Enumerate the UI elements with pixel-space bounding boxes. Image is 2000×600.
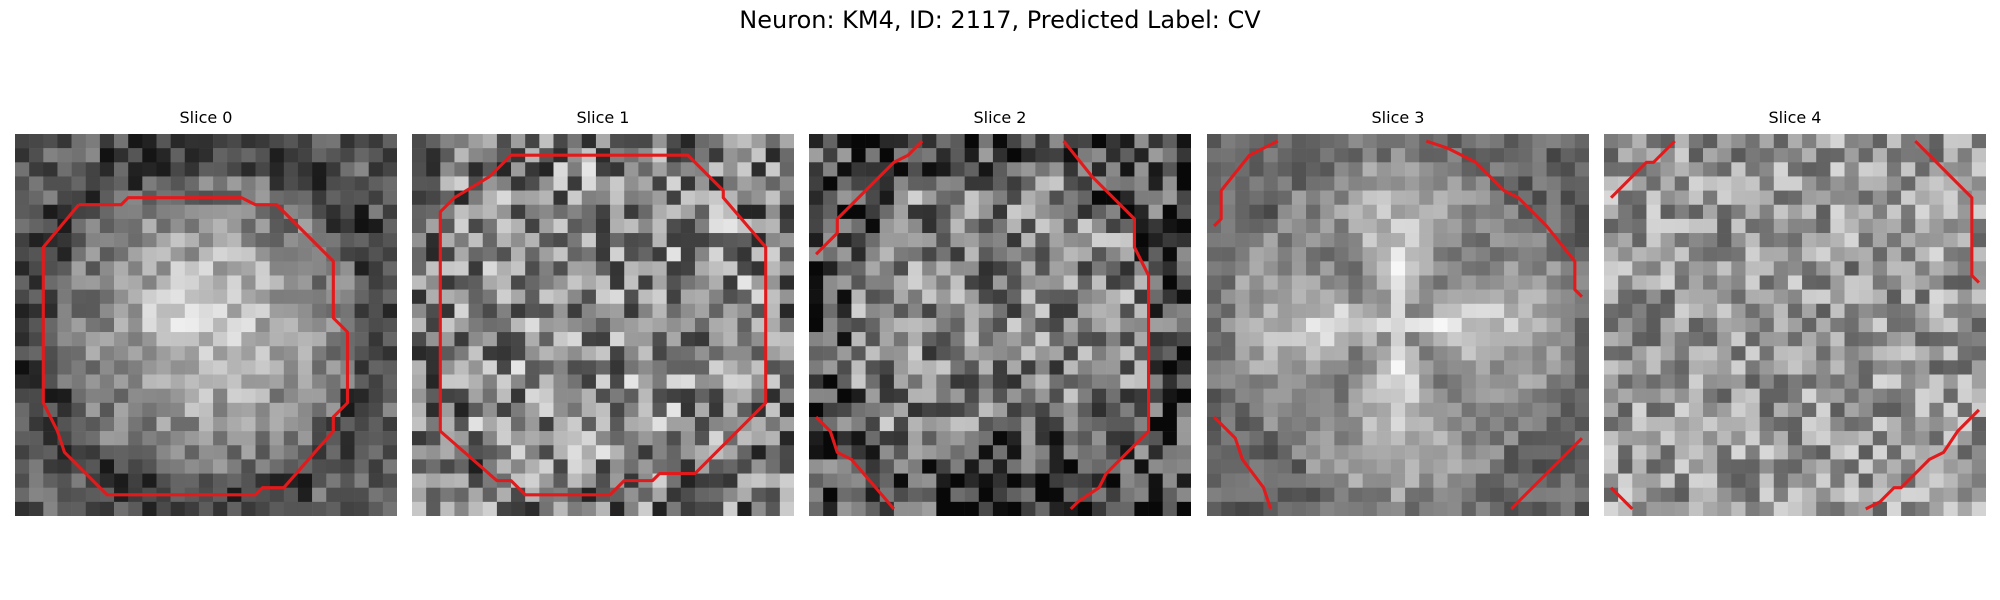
slice-panel-2: Slice 2	[809, 108, 1191, 520]
slice-image-3	[1207, 134, 1589, 516]
slice-title-3: Slice 3	[1371, 108, 1425, 127]
slice-panel-3: Slice 3	[1207, 108, 1589, 520]
slice-image-2	[809, 134, 1191, 516]
slice-panel-0: Slice 0	[15, 108, 397, 520]
slice-image-4	[1604, 134, 1986, 516]
contour-line-3-2	[1212, 415, 1273, 510]
slice-panel-4: Slice 4	[1604, 108, 1986, 520]
slice-panel-1: Slice 1	[412, 108, 794, 520]
contour-line-3-0	[1212, 139, 1279, 228]
slice-title-4: Slice 4	[1768, 108, 1822, 127]
figure-title: Neuron: KM4, ID: 2117, Predicted Label: …	[739, 6, 1261, 34]
slice-title-0: Slice 0	[179, 108, 233, 127]
slice-title-1: Slice 1	[576, 108, 630, 127]
slice-image-0	[15, 134, 397, 516]
contour-line-2-1	[1062, 140, 1151, 511]
contour-line-2-0	[814, 139, 924, 256]
slice-title-2: Slice 2	[973, 108, 1027, 127]
slice-image-1	[412, 134, 794, 516]
contour-line-4-0	[1609, 139, 1676, 199]
contour-line-0-0	[41, 196, 350, 497]
contour-line-3-3	[1510, 437, 1584, 511]
contour-line-4-3	[1609, 486, 1634, 511]
contour-line-4-2	[1865, 408, 1981, 511]
contour-line-4-1	[1914, 139, 1981, 284]
contour-line-1-0	[438, 153, 768, 497]
contour-line-3-1	[1425, 139, 1584, 298]
contour-line-2-2	[814, 415, 896, 510]
